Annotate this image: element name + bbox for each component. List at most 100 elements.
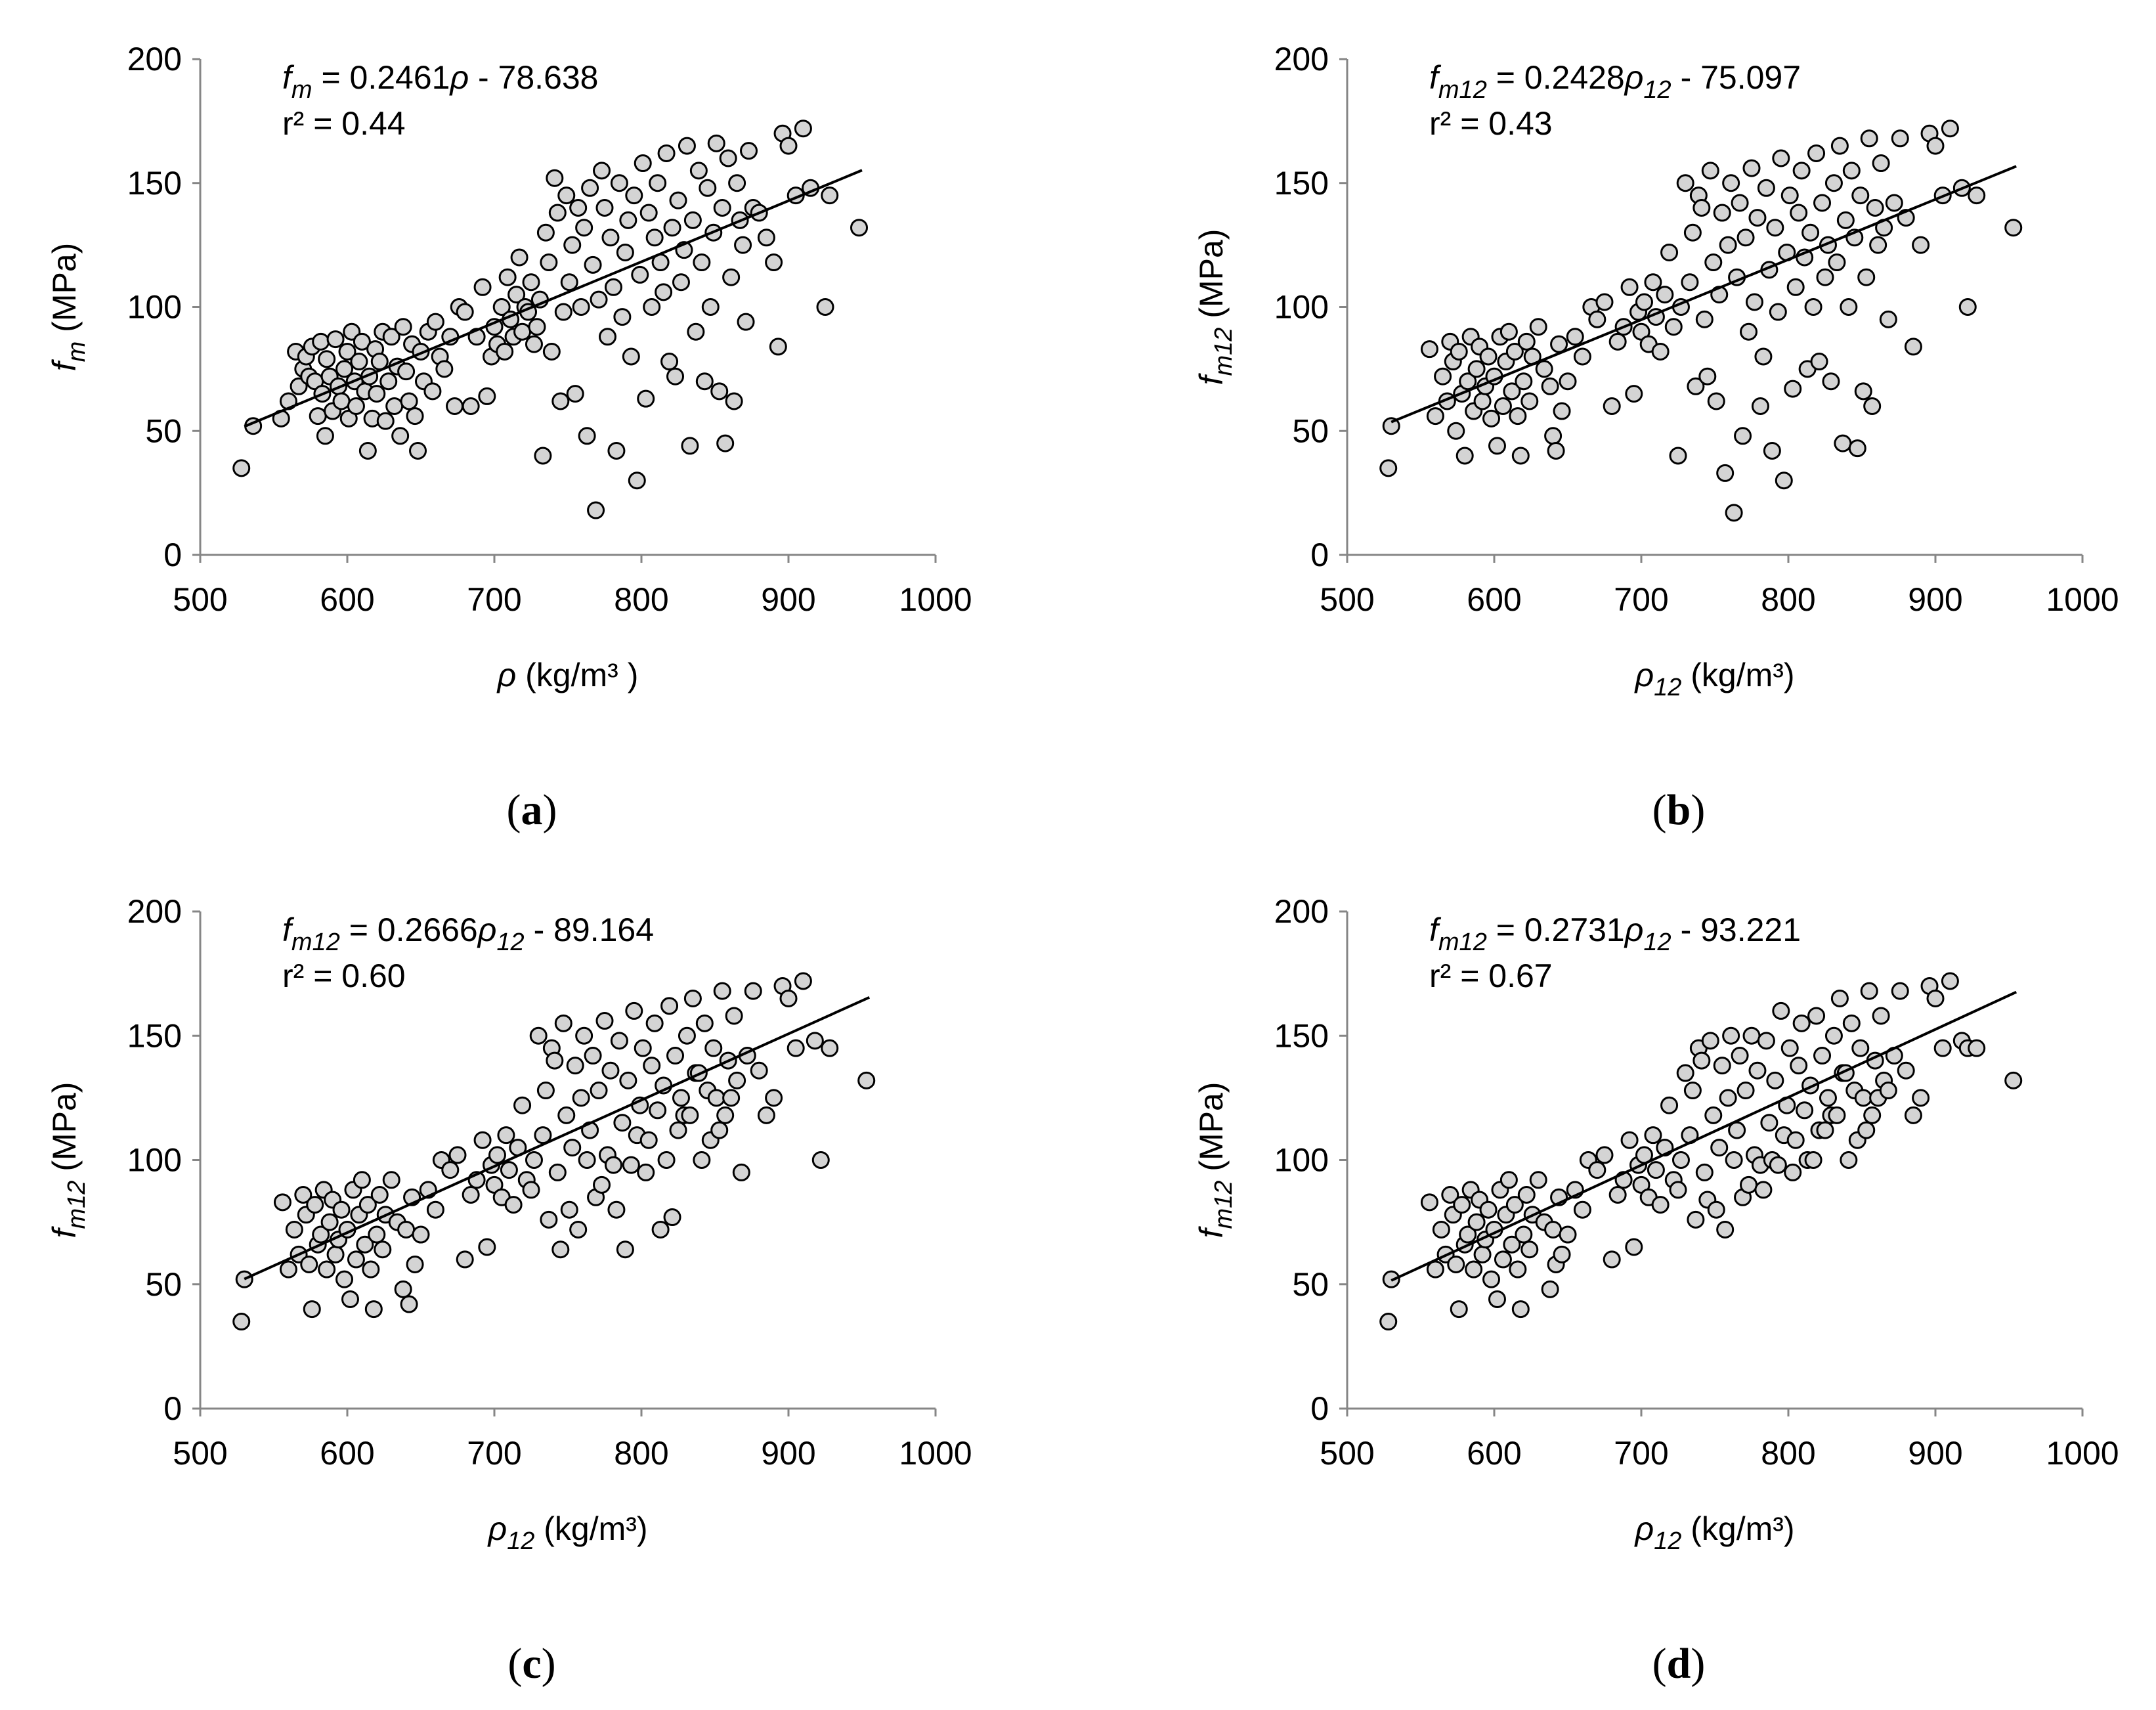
data-point bbox=[716, 434, 735, 452]
data-point bbox=[1647, 1161, 1665, 1179]
data-point bbox=[1790, 204, 1808, 222]
data-point bbox=[1382, 417, 1400, 435]
data-point bbox=[1535, 360, 1553, 378]
data-point bbox=[725, 1007, 743, 1025]
y-tick-label: 0 bbox=[163, 537, 182, 573]
data-point bbox=[563, 236, 582, 254]
data-point bbox=[578, 1151, 596, 1169]
data-point bbox=[1515, 1225, 1533, 1244]
data-point bbox=[1620, 1131, 1639, 1149]
data-point bbox=[1553, 402, 1571, 420]
data-point bbox=[1701, 1032, 1719, 1050]
data-point bbox=[616, 243, 634, 261]
data-point bbox=[1772, 149, 1790, 167]
data-point bbox=[513, 322, 532, 341]
data-point bbox=[400, 392, 418, 410]
data-point bbox=[1879, 310, 1897, 328]
x-tick-label: 700 bbox=[467, 581, 521, 618]
x-tick-label: 700 bbox=[1614, 581, 1668, 618]
x-tick-label: 500 bbox=[1320, 1435, 1374, 1472]
data-point bbox=[546, 1051, 564, 1070]
data-point bbox=[719, 149, 737, 167]
data-point bbox=[513, 1096, 532, 1114]
data-point bbox=[492, 298, 511, 316]
data-point bbox=[1573, 347, 1591, 366]
regression-equation: fm = 0.2461ρ - 78.638 bbox=[282, 59, 599, 104]
data-point bbox=[397, 362, 416, 381]
data-point bbox=[2004, 219, 2023, 237]
data-point bbox=[1828, 1106, 1846, 1124]
data-point bbox=[1719, 236, 1737, 254]
data-point bbox=[1840, 298, 1858, 316]
data-point bbox=[1683, 223, 1702, 242]
data-point bbox=[1792, 1014, 1811, 1032]
data-point bbox=[341, 1290, 359, 1308]
data-point bbox=[619, 211, 637, 229]
data-point bbox=[560, 273, 578, 292]
data-point bbox=[683, 211, 702, 229]
data-point bbox=[376, 412, 395, 430]
data-point bbox=[1698, 367, 1717, 385]
data-point bbox=[557, 1106, 576, 1124]
data-point bbox=[500, 1161, 518, 1179]
data-point bbox=[347, 1250, 365, 1269]
data-point bbox=[316, 427, 334, 445]
data-point bbox=[326, 1245, 345, 1263]
y-tick-label: 0 bbox=[1310, 1390, 1329, 1427]
data-point bbox=[1719, 1089, 1737, 1107]
data-point bbox=[669, 1121, 687, 1139]
data-point bbox=[273, 1193, 291, 1212]
data-point bbox=[318, 350, 336, 368]
data-point bbox=[441, 1161, 460, 1179]
data-point bbox=[1608, 332, 1627, 351]
data-point bbox=[1731, 194, 1749, 212]
data-point bbox=[794, 120, 812, 138]
data-point bbox=[294, 1185, 313, 1204]
data-point bbox=[1681, 273, 1699, 292]
data-point bbox=[394, 318, 412, 336]
data-point bbox=[672, 273, 690, 292]
y-tick-label: 150 bbox=[1274, 1017, 1329, 1054]
r-squared: r² = 0.60 bbox=[282, 957, 406, 994]
data-point bbox=[332, 1200, 351, 1219]
data-point bbox=[657, 144, 676, 162]
y-tick-label: 50 bbox=[1292, 412, 1329, 449]
data-point bbox=[757, 1106, 775, 1124]
data-point bbox=[1824, 1026, 1843, 1045]
data-point bbox=[1912, 236, 1930, 254]
x-tick-label: 600 bbox=[1467, 581, 1521, 618]
data-point bbox=[610, 174, 628, 192]
trendline bbox=[1391, 990, 2017, 1282]
data-point bbox=[1769, 303, 1787, 321]
data-point bbox=[649, 1101, 667, 1120]
data-point bbox=[232, 1313, 251, 1331]
data-point bbox=[478, 387, 496, 405]
chart-panel-b: 0 50 100 150 200 500 600 700 800 900 1000 fm12 = 0.… bbox=[1193, 41, 2119, 834]
data-point bbox=[695, 1014, 714, 1032]
data-point bbox=[554, 303, 572, 321]
data-point bbox=[1517, 332, 1536, 351]
data-point bbox=[794, 972, 812, 990]
data-point bbox=[385, 397, 404, 415]
data-point bbox=[1553, 1245, 1571, 1263]
data-point bbox=[1760, 1114, 1779, 1132]
data-point bbox=[695, 372, 714, 391]
data-point bbox=[716, 1106, 735, 1124]
data-points bbox=[232, 972, 876, 1331]
data-point bbox=[382, 1171, 400, 1189]
data-point bbox=[1713, 204, 1731, 222]
data-point bbox=[1687, 377, 1705, 395]
data-point bbox=[601, 1061, 620, 1080]
data-point bbox=[522, 273, 540, 292]
data-point bbox=[1731, 1047, 1749, 1065]
data-point bbox=[681, 1106, 699, 1124]
data-point bbox=[1819, 1089, 1837, 1107]
data-point bbox=[645, 229, 664, 247]
data-point bbox=[704, 1039, 723, 1057]
data-point bbox=[320, 1213, 339, 1231]
data-point bbox=[1736, 229, 1755, 247]
x-tick-label: 600 bbox=[1467, 1435, 1521, 1472]
y-axis-title: fm12 (MPa) bbox=[1193, 229, 1238, 385]
data-point bbox=[1541, 1280, 1559, 1298]
